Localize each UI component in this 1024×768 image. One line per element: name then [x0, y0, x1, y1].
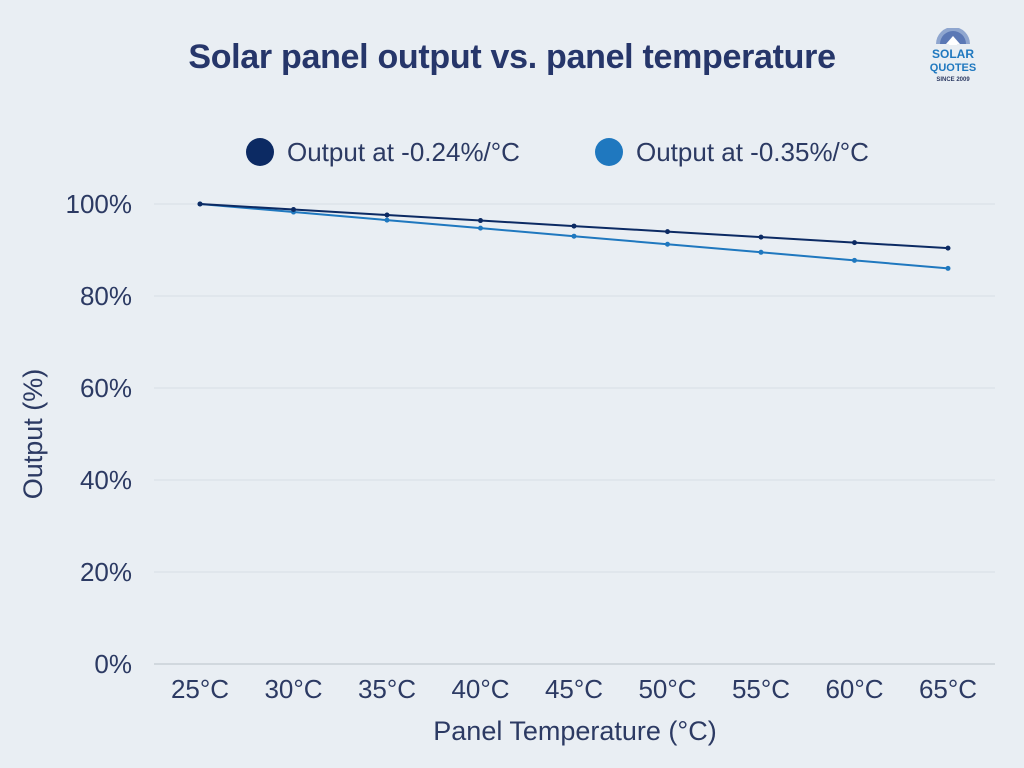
solarquotes-logo: SOLAR QUOTES SINCE 2009 [930, 27, 976, 88]
series-lines [197, 201, 951, 271]
y-tick-label-20: 20% [80, 557, 132, 587]
x-tick-label-0: 25°C [171, 674, 229, 704]
y-tick-label-60: 60% [80, 373, 132, 403]
gridlines [154, 203, 995, 665]
data-point-series-1-1[interactable] [291, 207, 296, 213]
y-tick-label-80: 80% [80, 281, 132, 311]
legend-label-series-2: Output at -0.35%/°C [636, 136, 869, 167]
x-tick-label-3: 40°C [451, 674, 509, 704]
data-point-series-2-4[interactable] [571, 233, 577, 239]
x-tick-label-2: 35°C [358, 674, 416, 704]
y-axis-ticks: 0% 20% 40% 60% 80% 100% [66, 189, 133, 679]
data-point-series-1-2[interactable] [384, 212, 390, 218]
legend-swatch-series-2 [595, 138, 623, 166]
x-tick-label-7: 60°C [825, 674, 883, 704]
y-axis-title: Output (%) [18, 369, 48, 500]
data-point-series-1-8[interactable] [945, 245, 951, 251]
x-axis-ticks: 25°C 30°C 35°C 40°C 45°C 50°C 55°C 60°C 65°C [171, 674, 977, 704]
chart-legend: Output at -0.24%/°C Output at -0.35%/°C [0, 134, 1024, 170]
legend-swatch-series-1 [246, 138, 274, 166]
data-point-series-1-3[interactable] [478, 218, 483, 224]
x-tick-label-6: 55°C [732, 674, 790, 704]
data-point-series-2-8[interactable] [945, 265, 951, 271]
legend-label-series-1: Output at -0.24%/°C [287, 136, 520, 167]
data-point-series-2-6[interactable] [758, 249, 764, 255]
logo-text-line3: SINCE 2009 [936, 77, 970, 83]
y-tick-label-40: 40% [80, 465, 132, 495]
chart-title: Solar panel output vs. panel temperature [188, 38, 836, 76]
logo-text-line2: QUOTES [930, 62, 976, 74]
data-point-series-1-4[interactable] [571, 223, 577, 229]
data-point-series-2-7[interactable] [852, 257, 857, 263]
data-point-series-2-3[interactable] [478, 225, 483, 231]
data-point-series-1-0[interactable] [197, 201, 203, 207]
logo-text-line1: SOLAR [932, 47, 974, 61]
y-tick-label-100: 100% [66, 189, 133, 219]
legend-item-series-2[interactable]: Output at -0.35%/°C [595, 134, 869, 170]
data-point-series-1-5[interactable] [665, 229, 670, 235]
x-tick-label-5: 50°C [638, 674, 696, 704]
x-axis-title: Panel Temperature (°C) [433, 716, 716, 746]
x-tick-label-8: 65°C [919, 674, 977, 704]
x-tick-label-1: 30°C [264, 674, 322, 704]
y-tick-label-0: 0% [94, 649, 132, 679]
data-point-series-2-2[interactable] [384, 217, 390, 223]
data-point-series-2-5[interactable] [665, 241, 670, 247]
data-point-series-1-7[interactable] [852, 240, 857, 246]
x-tick-label-4: 45°C [545, 674, 603, 704]
legend-item-series-1[interactable]: Output at -0.24%/°C [246, 134, 520, 170]
data-point-series-1-6[interactable] [758, 234, 764, 240]
